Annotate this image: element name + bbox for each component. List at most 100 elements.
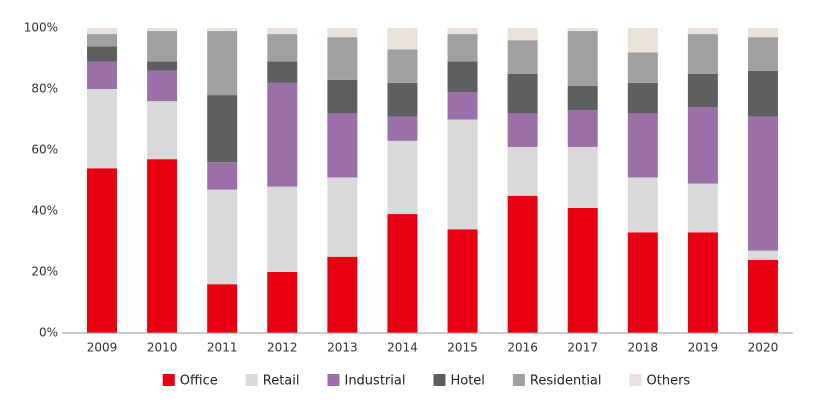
bar-segment xyxy=(627,232,658,333)
bar-segment xyxy=(687,232,718,333)
bar-segment xyxy=(567,110,598,147)
x-tick-label: 2009 xyxy=(87,341,118,355)
bar-segment xyxy=(447,119,478,230)
x-tick-label: 2020 xyxy=(748,341,779,355)
x-tick-label: 2015 xyxy=(447,341,478,355)
bar-segment xyxy=(207,189,238,285)
bar-segment xyxy=(747,37,778,71)
legend-swatch xyxy=(327,374,340,386)
bar-segment xyxy=(627,113,658,178)
bar-segment xyxy=(327,28,358,38)
bar-segment xyxy=(207,95,238,163)
bar-segment xyxy=(87,61,118,89)
bar-segment xyxy=(387,116,418,141)
bar-segment xyxy=(327,37,358,80)
bar-segment xyxy=(207,284,238,333)
bar-segment xyxy=(327,113,358,178)
bar-segment xyxy=(147,159,178,333)
bar-segment xyxy=(267,61,298,83)
x-tick-label: 2016 xyxy=(507,341,538,355)
bar-segment xyxy=(387,49,418,83)
bar-segment xyxy=(507,146,538,196)
bar-segment xyxy=(567,28,598,32)
bar-segment xyxy=(747,116,778,251)
bar-segment xyxy=(567,31,598,86)
bar-segment xyxy=(567,146,598,208)
bar-segment xyxy=(87,34,118,47)
bar-segment xyxy=(687,34,718,74)
bar-segment xyxy=(147,28,178,32)
bar-segment xyxy=(147,31,178,62)
x-tick-label: 2014 xyxy=(387,341,418,355)
x-tick-label: 2013 xyxy=(327,341,358,355)
legend-swatch xyxy=(245,374,258,386)
bar-segment xyxy=(207,28,238,32)
bar-segment xyxy=(267,34,298,62)
x-tick-label: 2011 xyxy=(207,341,238,355)
x-tick-label: 2010 xyxy=(147,341,178,355)
bar-segment xyxy=(687,73,718,108)
bar-segment xyxy=(507,73,538,114)
bar-segment xyxy=(87,168,118,333)
y-tick-label: 60% xyxy=(31,143,58,157)
legend-label: Hotel xyxy=(450,374,484,389)
legend-swatch xyxy=(433,374,446,386)
bar-segment xyxy=(267,28,298,35)
bar-segment xyxy=(87,46,118,62)
bar-segment xyxy=(687,28,718,35)
bar-segment xyxy=(627,82,658,114)
legend-label: Retail xyxy=(263,374,300,389)
bar-segment xyxy=(387,82,418,117)
x-tick-label: 2012 xyxy=(267,341,298,355)
bar-segment xyxy=(507,195,538,333)
bar-segment xyxy=(627,177,658,233)
legend-label: Office xyxy=(180,374,218,389)
y-tick-label: 20% xyxy=(31,265,58,279)
bar-segment xyxy=(87,28,118,35)
legend-label: Others xyxy=(647,374,691,389)
bar-segment xyxy=(147,61,178,71)
legend-swatch xyxy=(629,374,642,386)
bar-segment xyxy=(267,186,298,272)
bar-segment xyxy=(447,28,478,35)
bar-segment xyxy=(627,52,658,83)
bar-segment xyxy=(747,70,778,117)
bar-segment xyxy=(327,79,358,114)
y-tick-label: 80% xyxy=(31,82,58,96)
bar-segment xyxy=(627,28,658,53)
bar-segment xyxy=(267,272,298,333)
bar-segment xyxy=(207,31,238,96)
bar-segment xyxy=(387,140,418,215)
x-tick-label: 2018 xyxy=(628,341,659,355)
bar-segment xyxy=(147,70,178,102)
bar-segment xyxy=(267,82,298,187)
y-tick-label: 100% xyxy=(24,21,58,35)
bar-segment xyxy=(567,85,598,111)
legend-label: Industrial xyxy=(344,374,405,389)
bar-segment xyxy=(387,28,418,50)
bar-segment xyxy=(447,229,478,333)
x-tick-label: 2019 xyxy=(688,341,719,355)
legend-swatch xyxy=(162,374,175,386)
bar-segment xyxy=(87,89,118,169)
bar-segment xyxy=(507,113,538,147)
bar-segment xyxy=(747,259,778,333)
bar-segment xyxy=(147,101,178,160)
bar-segment xyxy=(327,177,358,257)
bar-segment xyxy=(447,61,478,93)
bar-segment xyxy=(507,28,538,41)
bar-segment xyxy=(387,214,418,333)
y-tick-label: 0% xyxy=(39,326,58,340)
bar-segment xyxy=(327,256,358,333)
bar-segment xyxy=(747,28,778,38)
bar-segment xyxy=(747,250,778,260)
bar-segment xyxy=(687,107,718,184)
y-tick-label: 40% xyxy=(31,204,58,218)
legend-swatch xyxy=(512,374,525,386)
bar-segment xyxy=(447,92,478,120)
bar-segment xyxy=(687,183,718,233)
bar-segment xyxy=(207,162,238,190)
x-tick-label: 2017 xyxy=(567,341,598,355)
legend-label: Residential xyxy=(530,374,602,389)
